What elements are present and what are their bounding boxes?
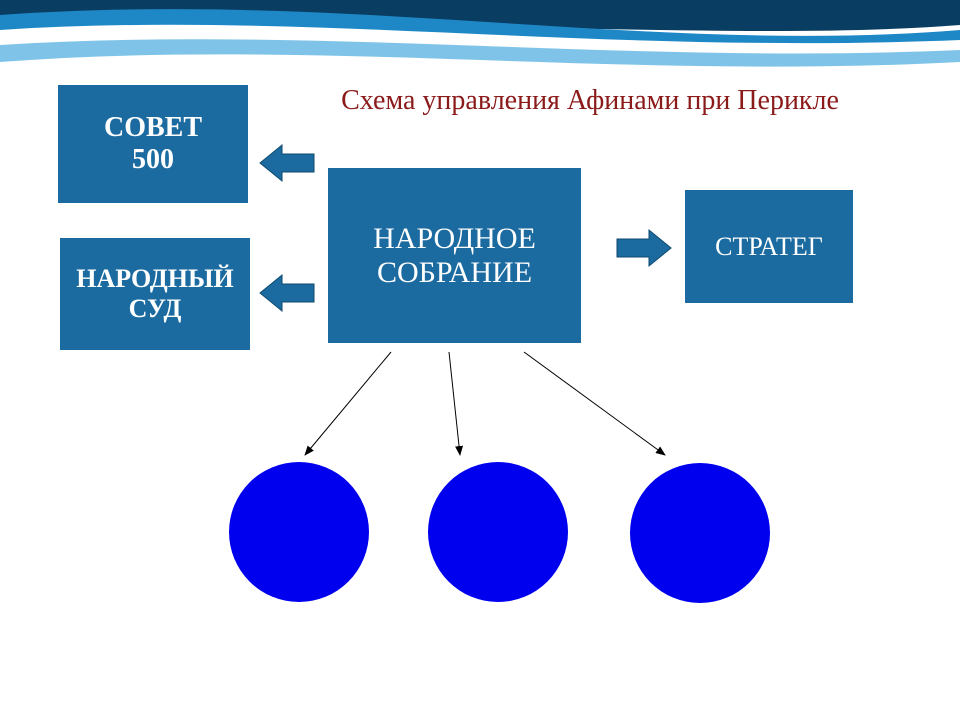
line-arrow: [524, 352, 665, 455]
diagram-canvas: Схема управления Афинами при Перикле СОВ…: [0, 0, 960, 720]
block-arrow-left: [260, 145, 314, 181]
node-label-line1: СОВЕТ: [104, 112, 202, 144]
node-label-line1: СТРАТЕГ: [715, 232, 823, 262]
block-arrow-right: [617, 230, 671, 266]
diagram-title: Схема управления Афинами при Перикле: [330, 85, 850, 117]
node-label-line2: СУД: [76, 294, 234, 324]
circle-node: [229, 462, 369, 602]
node-label-line1: НАРОДНЫЙ: [76, 264, 234, 294]
node-label-line2: 500: [104, 144, 202, 176]
node-strateg: СТРАТЕГ: [685, 190, 853, 303]
circle-node: [428, 462, 568, 602]
line-arrow: [449, 352, 460, 455]
node-sovet-500: СОВЕТ 500: [58, 85, 248, 203]
line-arrow: [305, 352, 391, 455]
title-text: Схема управления Афинами при Перикле: [341, 85, 839, 116]
node-label-line1: НАРОДНОЕ: [373, 222, 536, 256]
block-arrow-left: [260, 275, 314, 311]
decorative-wave-header: [0, 0, 960, 90]
node-narodnoe-sobranie: НАРОДНОЕ СОБРАНИЕ: [328, 168, 581, 343]
circle-node: [630, 463, 770, 603]
node-label-line2: СОБРАНИЕ: [373, 256, 536, 290]
node-narodniy-sud: НАРОДНЫЙ СУД: [60, 238, 250, 350]
